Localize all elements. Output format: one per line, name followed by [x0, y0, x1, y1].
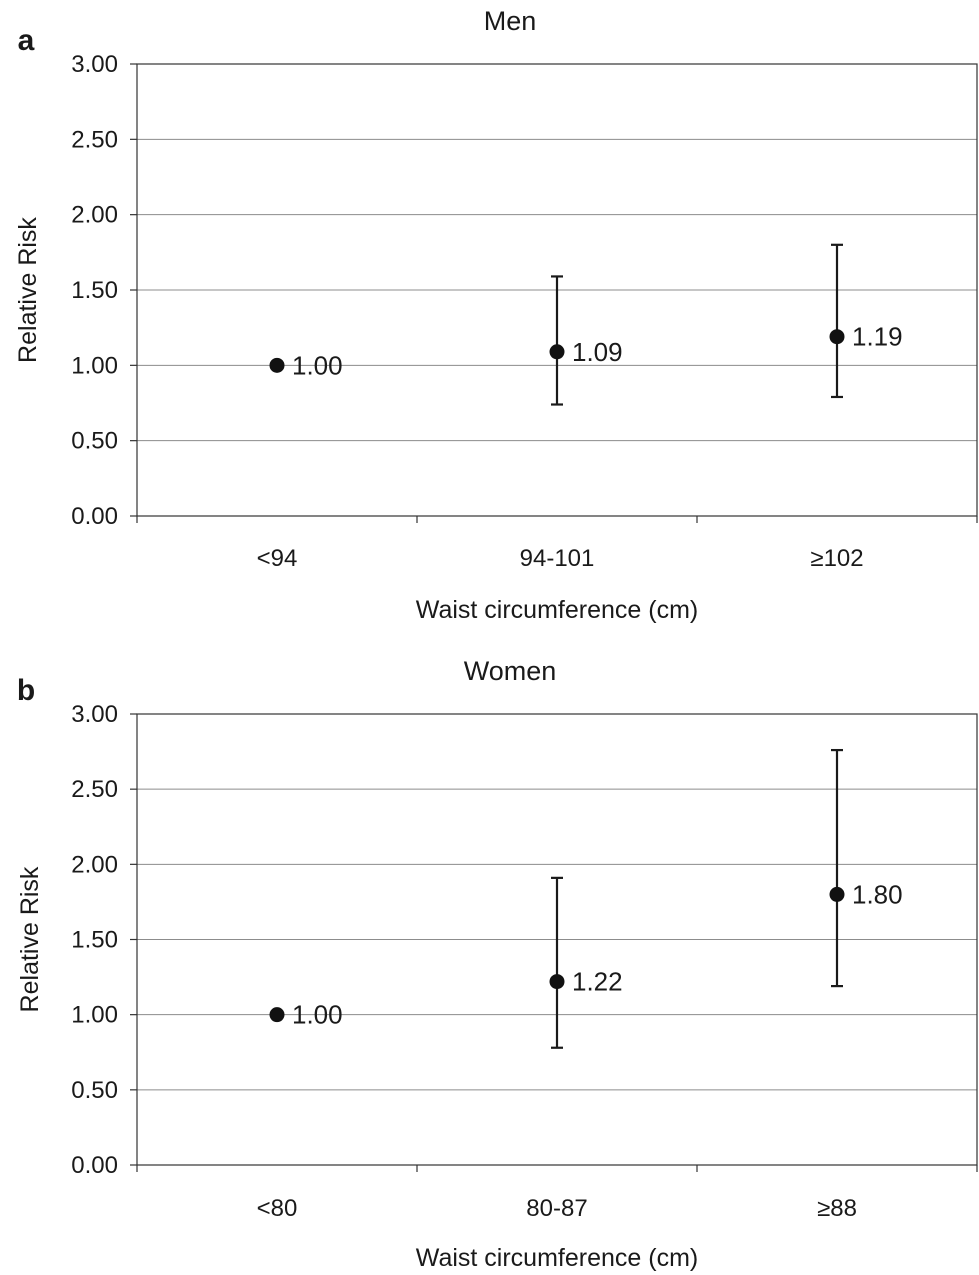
x-category-label: ≥88: [817, 1195, 857, 1222]
panel-letter: a: [18, 24, 35, 57]
y-tick-label: 3.00: [71, 51, 118, 78]
data-label: 1.00: [292, 1000, 343, 1030]
x-category-label: <94: [257, 545, 298, 572]
y-tick-label: 1.00: [71, 352, 118, 379]
data-label: 1.00: [292, 350, 343, 380]
y-tick-label: 2.50: [71, 776, 118, 803]
chart-title: Women: [464, 656, 557, 686]
chart-panel-a: a Men 0.00 0.50 1.00 1.50 2.00 2.50 3.00 <94 94-10…: [14, 6, 978, 624]
data-label: 1.19: [852, 322, 903, 352]
y-tick-label: 1.50: [71, 927, 118, 954]
x-category-label: <80: [257, 1195, 298, 1222]
y-tick-label: 2.00: [71, 202, 118, 229]
data-point: [829, 329, 845, 345]
chart-panel-b: b Women 0.00 0.50 1.00 1.50 2.00 2.50 3.00 <80 80-…: [16, 656, 978, 1272]
x-axis-title: Waist circumference (cm): [416, 596, 698, 624]
data-label: 1.09: [572, 337, 623, 367]
data-point: [269, 1007, 285, 1023]
plot-area-frame: [136, 63, 978, 517]
data-label: 1.80: [852, 879, 903, 909]
y-tick-label: 0.50: [71, 1077, 118, 1104]
data-label: 1.22: [572, 967, 623, 997]
x-category-label: 80-87: [526, 1195, 587, 1222]
y-tick-label: 0.50: [71, 428, 118, 455]
data-point: [549, 974, 565, 990]
x-category-label: 94-101: [520, 545, 595, 572]
y-tick-label: 0.00: [71, 503, 118, 530]
y-tick-label: 0.00: [71, 1152, 118, 1179]
y-tick-label: 2.50: [71, 126, 118, 153]
y-tick-label: 1.50: [71, 277, 118, 304]
x-axis-title: Waist circumference (cm): [416, 1244, 698, 1272]
chart-title: Men: [484, 6, 537, 36]
x-category-label: ≥102: [810, 545, 863, 572]
y-tick-label: 3.00: [71, 701, 118, 728]
panel-letter: b: [17, 674, 35, 707]
y-tick-label: 1.00: [71, 1002, 118, 1029]
data-point: [829, 886, 845, 902]
y-axis-title: Relative Risk: [14, 217, 42, 363]
plot-area-frame: [136, 713, 978, 1166]
y-tick-label: 2.00: [71, 851, 118, 878]
data-point: [269, 357, 285, 373]
data-point: [549, 344, 565, 360]
y-axis-title: Relative Risk: [16, 866, 44, 1012]
